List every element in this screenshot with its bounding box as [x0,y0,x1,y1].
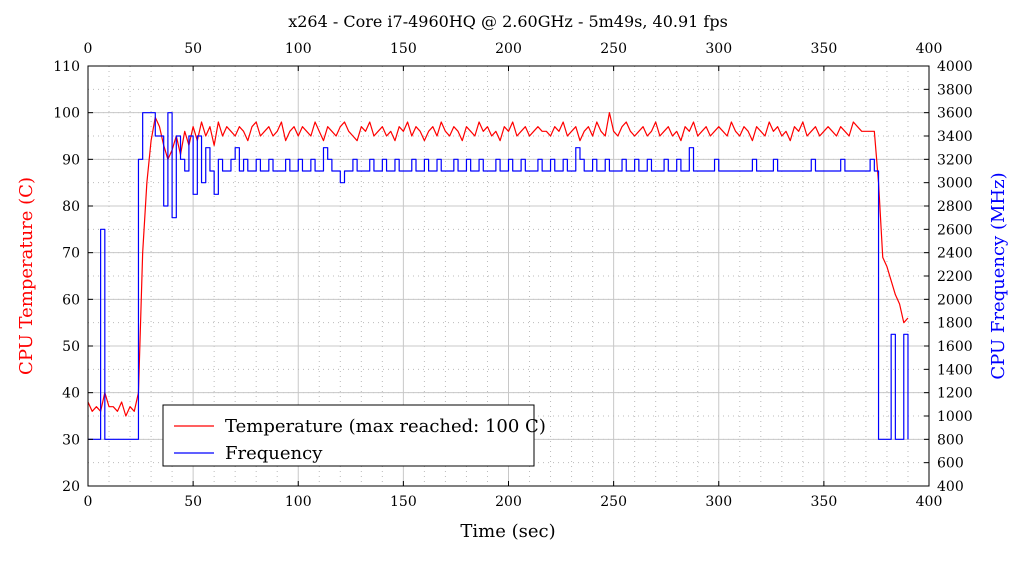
chart-title: x264 - Core i7-4960HQ @ 2.60GHz - 5m49s,… [288,12,728,31]
legend-label-frequency: Frequency [225,443,323,464]
temperature-line [87,112,909,417]
y-tick-label-left: 50 [62,339,80,355]
x-tick-label-top: 100 [285,41,312,57]
y-tick-label-right: 2400 [937,246,973,262]
y-tick-label-right: 1600 [937,339,973,355]
y-tick-label-left: 70 [62,246,80,262]
y-tick-label-right: 3600 [937,106,973,122]
legend-box [162,404,535,467]
y-tick-label-right: 3400 [937,129,973,145]
ticks: 0 0 50 50 100 100 150 150 200 200 250 250 300 300 350 3… [53,41,972,510]
y-tick-label-right: 1400 [937,362,973,378]
y-axis-label-left: CPU Temperature (C) [16,177,37,375]
legend-label-temperature: Temperature (max reached: 100 C) [225,416,546,437]
y-tick-label-right: 3800 [937,82,973,98]
y-tick-label-right: 400 [937,479,964,495]
y-tick-label-left: 40 [62,386,80,402]
frequency-line [88,112,909,440]
y-axis-label-right: CPU Frequency (MHz) [988,172,1009,379]
x-tick-label: 100 [285,494,312,510]
x-tick-label: 250 [600,494,627,510]
y-tick-label-right: 3000 [937,176,973,192]
x-tick-label: 400 [916,494,943,510]
y-tick-label-right: 1200 [937,386,973,402]
x-tick-label-top: 200 [495,41,522,57]
x-tick-label-top: 250 [600,41,627,57]
y-tick-label-right: 2600 [937,222,973,238]
y-tick-label-right: 2200 [937,269,973,285]
x-tick-label: 150 [390,494,417,510]
x-tick-label-top: 350 [811,41,838,57]
x-tick-label-top: 0 [84,41,93,57]
y-tick-label-right: 3200 [937,152,973,168]
x-tick-label-top: 300 [705,41,732,57]
y-tick-label-left: 20 [62,479,80,495]
legend: Temperature (max reached: 100 C) Frequen… [162,404,546,467]
x-tick-label: 50 [184,494,202,510]
x-tick-label-top: 400 [916,41,943,57]
series-layer [87,112,909,440]
y-tick-label-right: 2800 [937,199,973,215]
x-tick-label: 300 [705,494,732,510]
y-tick-label-left: 100 [53,106,80,122]
x-tick-label: 200 [495,494,522,510]
y-tick-label-left: 90 [62,152,80,168]
x-tick-label-top: 150 [390,41,417,57]
y-tick-label-left: 60 [62,292,80,308]
y-tick-label-right: 600 [937,456,964,472]
y-tick-label-right: 2000 [937,292,973,308]
y-tick-label-right: 4000 [937,59,973,75]
x-tick-label: 350 [811,494,838,510]
y-tick-label-right: 1000 [937,409,973,425]
y-tick-label-right: 800 [937,432,964,448]
x-tick-label-top: 50 [184,41,202,57]
y-tick-label-right: 1800 [937,316,973,332]
y-tick-label-left: 110 [53,59,80,75]
x-axis-label: Time (sec) [460,521,555,542]
y-tick-label-left: 80 [62,199,80,215]
y-tick-label-left: 30 [62,432,80,448]
x-tick-label: 0 [84,494,93,510]
